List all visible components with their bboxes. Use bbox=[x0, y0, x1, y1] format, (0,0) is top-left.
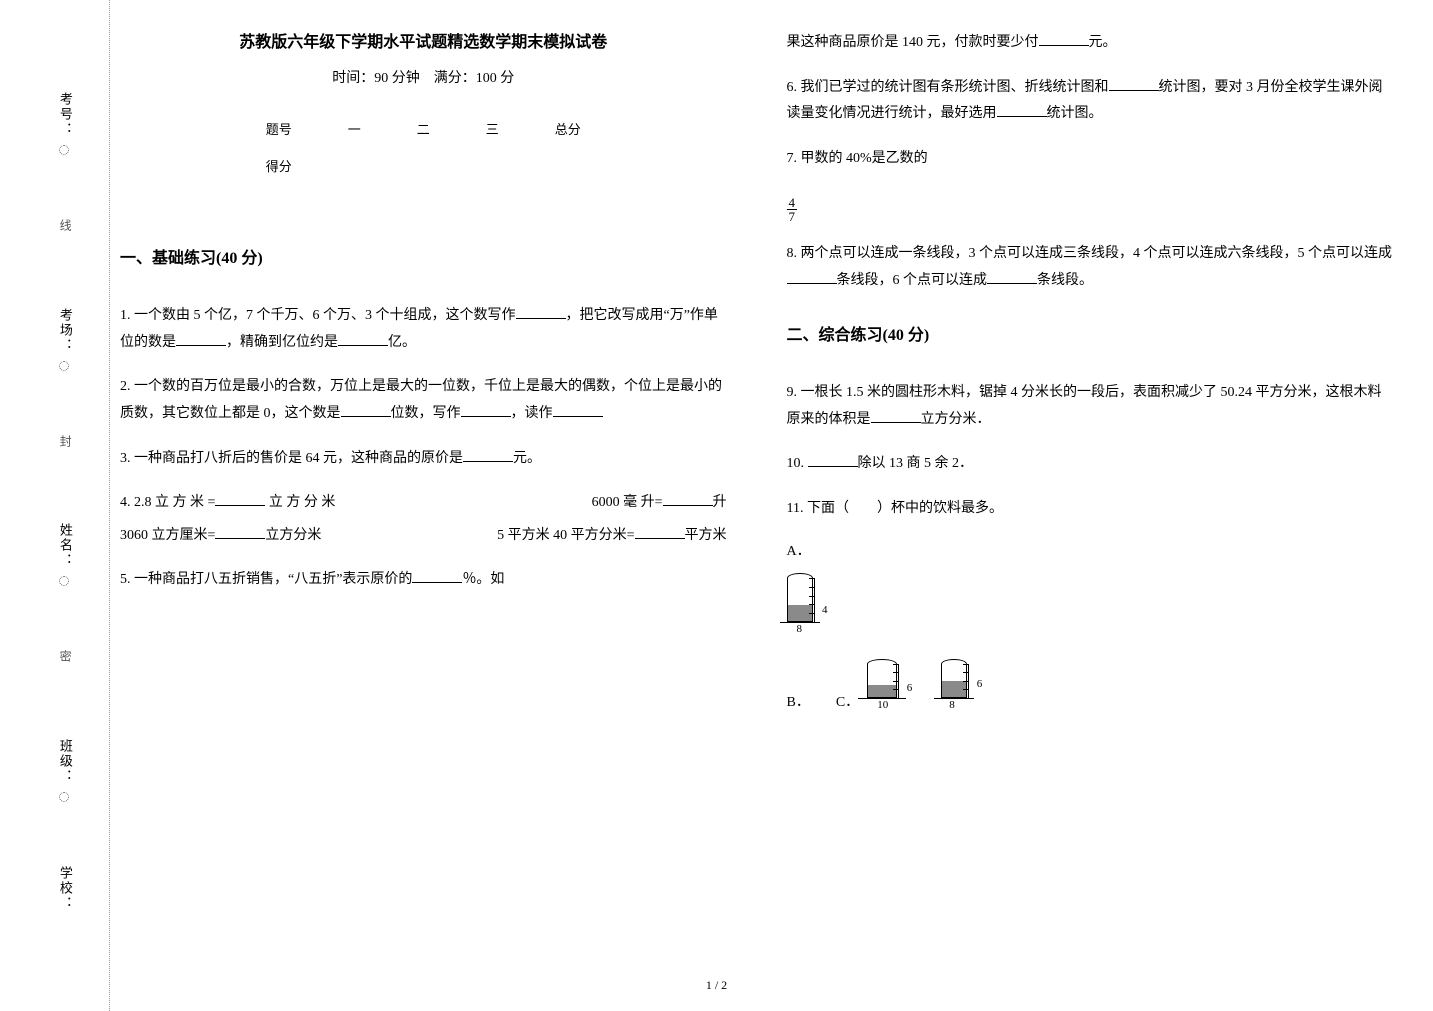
question-3: 3. 一种商品打八折后的售价是 64 元，这种商品的原价是元。 bbox=[120, 446, 727, 473]
score-table: 题号 一 二 三 总分 得分 bbox=[238, 112, 609, 186]
option-a-row: A． bbox=[787, 541, 1394, 565]
q11-options: A． 48 B． C． 610 68 bbox=[787, 541, 1394, 717]
th-1: 一 bbox=[320, 112, 389, 149]
cup-a: 48 bbox=[787, 573, 827, 641]
section-2-title: 二、综合练习(40 分) bbox=[787, 323, 1394, 349]
th-2: 二 bbox=[389, 112, 458, 149]
binding-circle bbox=[59, 361, 69, 371]
question-9: 9. 一根长 1.5 米的圆柱形木料，锯掉 4 分米长的一段后，表面积减少了 5… bbox=[787, 380, 1394, 433]
q4-right: 6000 毫 升=升 bbox=[592, 490, 727, 517]
question-4: 4. 2.8 立 方 米 = 立 方 分 米 6000 毫 升=升 3060 立… bbox=[120, 490, 727, 549]
question-1: 1. 一个数由 5 个亿，7 个千万、6 个万、3 个十组成，这个数写作，把它改… bbox=[120, 303, 727, 356]
binding-label-banji: 班级： bbox=[54, 739, 75, 784]
page-content: 苏教版六年级下学期水平试题精选数学期末模拟试卷 时间：90 分钟 满分：100 … bbox=[120, 30, 1393, 716]
td-blank bbox=[527, 149, 609, 186]
td-blank bbox=[458, 149, 527, 186]
option-a-label: A． bbox=[787, 541, 811, 565]
cup-b: 610 bbox=[867, 659, 915, 717]
question-11: 11. 下面（ ）杯中的饮料最多。 bbox=[787, 496, 1394, 523]
th-3: 三 bbox=[458, 112, 527, 149]
cup-c: 68 bbox=[941, 659, 981, 717]
th-tihao: 题号 bbox=[238, 112, 320, 149]
binding-circle bbox=[59, 792, 69, 802]
option-c-label: C． bbox=[836, 692, 859, 716]
binding-fold-feng: 封 bbox=[55, 435, 74, 459]
binding-circle bbox=[59, 145, 69, 155]
question-5-pre: 5. 一种商品打八五折销售，“八五折”表示原价的％。如 bbox=[120, 567, 727, 594]
binding-label-kaohao: 考号： bbox=[54, 92, 75, 137]
td-blank bbox=[320, 149, 389, 186]
exam-subtitle: 时间：90 分钟 满分：100 分 bbox=[120, 68, 727, 90]
binding-label-xingming: 姓名： bbox=[54, 523, 75, 568]
binding-label-kaochang: 考场： bbox=[54, 308, 75, 353]
fraction-4-7: 4 7 bbox=[787, 196, 798, 223]
th-total: 总分 bbox=[527, 112, 609, 149]
question-8: 8. 两个点可以连成一条线段，3 个点可以连成三条线段，4 个点可以连成六条线段… bbox=[787, 241, 1394, 294]
q4-left: 4. 2.8 立 方 米 = 立 方 分 米 bbox=[120, 490, 335, 517]
binding-margin: 考号： 线 考场： 封 姓名： 密 班级： 学校： bbox=[20, 0, 110, 1011]
frac-denominator: 7 bbox=[787, 210, 798, 223]
td-defen: 得分 bbox=[238, 149, 320, 186]
frac-numerator: 4 bbox=[787, 196, 798, 210]
option-b-label: B． bbox=[787, 692, 810, 716]
td-blank bbox=[389, 149, 458, 186]
cup-a-row: 48 bbox=[787, 573, 1394, 645]
q4b-left: 3060 立方厘米=立方分米 bbox=[120, 523, 321, 550]
page-number: 1 / 2 bbox=[706, 976, 727, 995]
section-1-title: 一、基础练习(40 分) bbox=[120, 246, 727, 272]
binding-label-xuexiao: 学校： bbox=[54, 866, 75, 911]
table-row: 得分 bbox=[238, 149, 609, 186]
right-column: 果这种商品原价是 140 元，付款时要少付元。 6. 我们已学过的统计图有条形统… bbox=[787, 30, 1394, 716]
table-row: 题号 一 二 三 总分 bbox=[238, 112, 609, 149]
question-6: 6. 我们已学过的统计图有条形统计图、折线统计图和统计图，要对 3 月份全校学生… bbox=[787, 75, 1394, 128]
question-7: 7. 甲数的 40%是乙数的 bbox=[787, 146, 1394, 173]
option-bc-row: B． C． 610 68 bbox=[787, 659, 1394, 717]
question-5-post: 果这种商品原价是 140 元，付款时要少付元。 bbox=[787, 30, 1394, 57]
left-column: 苏教版六年级下学期水平试题精选数学期末模拟试卷 时间：90 分钟 满分：100 … bbox=[120, 30, 727, 716]
question-2: 2. 一个数的百万位是最小的合数，万位上是最大的一位数，千位上是最大的偶数，个位… bbox=[120, 374, 727, 427]
binding-fold-mi: 密 bbox=[55, 650, 74, 674]
binding-fold-xian: 线 bbox=[55, 219, 74, 243]
exam-title: 苏教版六年级下学期水平试题精选数学期末模拟试卷 bbox=[120, 30, 727, 56]
q7-text: 7. 甲数的 40%是乙数的 bbox=[787, 151, 928, 166]
question-10: 10. 除以 13 商 5 余 2． bbox=[787, 451, 1394, 478]
binding-circle bbox=[59, 576, 69, 586]
q4b-right: 5 平方米 40 平方分米=平方米 bbox=[497, 523, 726, 550]
